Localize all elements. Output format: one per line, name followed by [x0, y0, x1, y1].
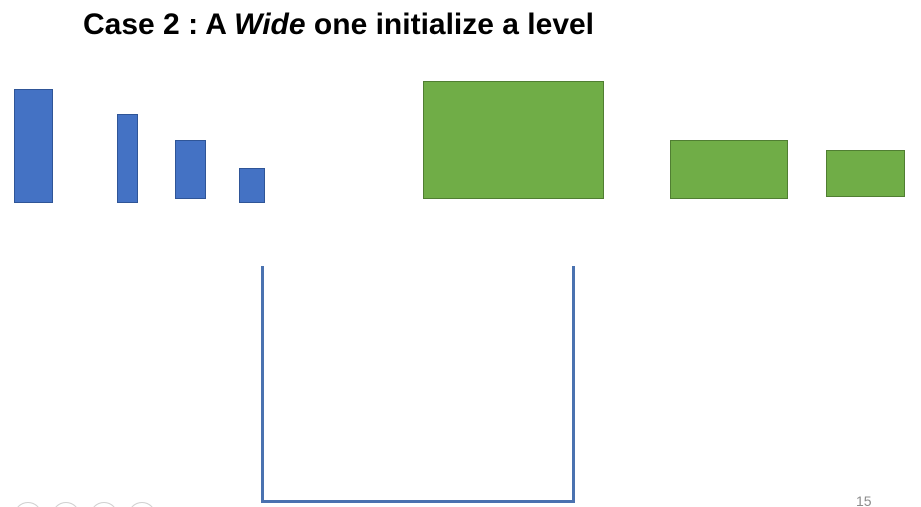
- narrow-block-3: [175, 140, 206, 199]
- nav-dot-icon[interactable]: [90, 502, 118, 507]
- nav-dot-icon[interactable]: [52, 502, 80, 507]
- title-prefix: Case 2 : A: [83, 8, 235, 41]
- wide-block-3: [826, 150, 905, 197]
- title-emphasis: Wide: [234, 8, 306, 41]
- page-number: 15: [856, 493, 872, 507]
- container-floor: [261, 500, 575, 503]
- nav-dot-icon[interactable]: [128, 502, 156, 507]
- wide-block-1: [423, 81, 604, 199]
- narrow-block-4: [239, 168, 265, 203]
- narrow-block-2: [117, 114, 138, 203]
- nav-dot-icon[interactable]: [14, 502, 42, 507]
- wide-block-2: [670, 140, 788, 199]
- container-right-wall: [572, 266, 575, 503]
- narrow-block-1: [14, 89, 53, 203]
- container-left-wall: [261, 266, 264, 503]
- title-suffix: one initialize a level: [305, 8, 595, 41]
- slide-title: Case 2 : A Wide one initialize a level: [83, 6, 594, 44]
